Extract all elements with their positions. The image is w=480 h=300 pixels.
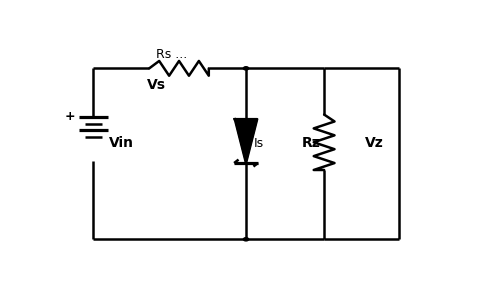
Circle shape: [243, 67, 249, 70]
Text: Vs: Vs: [147, 77, 166, 92]
Circle shape: [243, 238, 249, 241]
Text: Rs ...: Rs ...: [156, 48, 187, 61]
Text: Rz: Rz: [302, 136, 321, 150]
Text: Is: Is: [254, 137, 264, 150]
Text: Vin: Vin: [109, 136, 134, 150]
Text: Vz: Vz: [365, 136, 384, 150]
Text: +: +: [65, 110, 75, 123]
Polygon shape: [235, 119, 257, 163]
